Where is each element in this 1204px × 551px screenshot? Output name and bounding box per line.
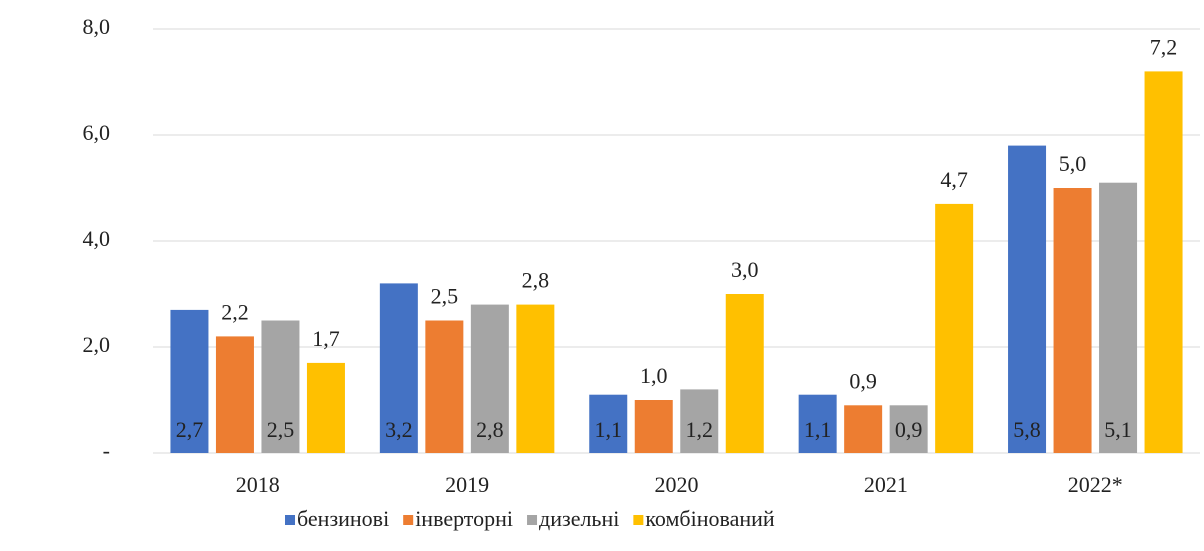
legend-label: інверторні bbox=[415, 506, 513, 531]
bar bbox=[306, 362, 345, 453]
y-tick-label: 2,0 bbox=[83, 332, 111, 357]
data-label: 2,2 bbox=[221, 299, 249, 324]
data-label: 5,0 bbox=[1059, 151, 1087, 176]
bar bbox=[215, 336, 254, 453]
legend-label: комбінований bbox=[645, 506, 775, 531]
legend-swatch bbox=[403, 515, 414, 525]
bar bbox=[261, 320, 300, 453]
data-label: 0,9 bbox=[849, 368, 877, 393]
y-tick-label: 8,0 bbox=[83, 14, 111, 39]
y-tick-label: - bbox=[103, 438, 110, 463]
data-label: 3,2 bbox=[385, 417, 413, 442]
data-label: 2,5 bbox=[267, 417, 295, 442]
legend-swatch bbox=[285, 515, 295, 525]
bar bbox=[889, 405, 928, 453]
bar bbox=[1144, 71, 1183, 454]
x-tick-label: 2020 bbox=[655, 472, 699, 497]
bar bbox=[170, 309, 209, 453]
data-label: 2,5 bbox=[431, 284, 459, 309]
data-label: 1,2 bbox=[686, 417, 714, 442]
bar bbox=[798, 394, 837, 453]
data-label: 4,7 bbox=[940, 167, 968, 192]
x-tick-label: 2018 bbox=[236, 472, 280, 497]
data-label: 2,7 bbox=[176, 417, 204, 442]
data-label: 5,1 bbox=[1104, 417, 1132, 442]
legend-label: дизельні bbox=[539, 506, 619, 531]
x-tick-label: 2021 bbox=[864, 472, 908, 497]
bar bbox=[379, 283, 418, 453]
data-label: 1,1 bbox=[595, 417, 623, 442]
bar bbox=[844, 405, 883, 453]
bar bbox=[725, 294, 764, 453]
bar bbox=[1008, 145, 1047, 453]
y-tick-label: 6,0 bbox=[83, 120, 111, 145]
x-tick-label: 2019 bbox=[445, 472, 489, 497]
bar bbox=[589, 394, 628, 453]
data-label: 0,9 bbox=[895, 417, 923, 442]
legend-swatch bbox=[633, 515, 644, 525]
x-tick-label: 2022* bbox=[1068, 472, 1123, 497]
legend-swatch bbox=[527, 515, 538, 525]
bar bbox=[1099, 182, 1138, 453]
data-label: 1,7 bbox=[312, 326, 340, 351]
data-label: 1,1 bbox=[804, 417, 832, 442]
bar bbox=[516, 304, 555, 453]
bar bbox=[470, 304, 509, 453]
legend-label: бензинові bbox=[297, 506, 389, 531]
bar bbox=[634, 400, 673, 453]
data-label: 2,8 bbox=[476, 417, 504, 442]
bar bbox=[1053, 188, 1092, 453]
bar bbox=[425, 320, 464, 453]
data-label: 2,8 bbox=[522, 268, 550, 293]
data-label: 7,2 bbox=[1150, 34, 1178, 59]
y-tick-label: 4,0 bbox=[83, 226, 111, 251]
bar bbox=[935, 203, 974, 453]
bar bbox=[680, 389, 719, 453]
data-label: 5,8 bbox=[1013, 417, 1041, 442]
data-label: 3,0 bbox=[731, 257, 759, 282]
data-label: 1,0 bbox=[640, 363, 668, 388]
